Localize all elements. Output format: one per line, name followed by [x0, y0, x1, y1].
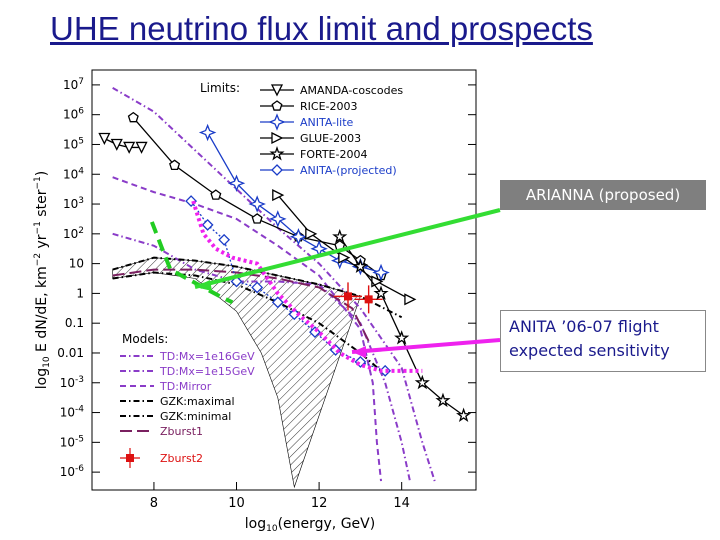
y-tick-label: 106	[63, 107, 84, 122]
zburst2-point	[364, 295, 373, 304]
limit-marker-glue-2003	[404, 293, 417, 306]
model-line-zburst1	[112, 268, 370, 342]
limit-marker-forte-2004	[332, 228, 348, 244]
legend-limit-marker	[268, 113, 286, 131]
legend-limit-label: AMANDA-coscodes	[300, 84, 403, 97]
arianna-callout: ARIANNA (proposed)	[500, 180, 706, 210]
y-tick-label: 102	[63, 226, 84, 241]
limit-marker-amanda-coscodes	[135, 141, 148, 154]
legend-limit-marker	[271, 164, 283, 176]
arianna-arrow	[194, 208, 501, 289]
limit-marker-glue-2003	[272, 189, 285, 202]
y-tick-label: 10-6	[60, 464, 85, 479]
y-tick-label: 10-5	[60, 434, 84, 449]
limit-marker-forte-2004	[414, 374, 430, 390]
legend-model-label: TD:Mx=1e15GeV	[159, 365, 255, 378]
limit-marker-amanda-coscodes	[110, 138, 123, 151]
legend-model-label: GZK:maximal	[160, 395, 235, 408]
x-tick-label: 12	[311, 496, 328, 511]
limit-marker-amanda-coscodes	[123, 141, 136, 154]
legend-models-title: Models:	[122, 332, 168, 346]
y-tick-label: 0.1	[65, 316, 84, 330]
limit-marker-anita-projected	[271, 296, 284, 309]
legend-model-label: Zburst2	[160, 452, 203, 465]
limit-marker-rice-2003	[210, 189, 222, 200]
legend-limit-marker	[271, 100, 283, 111]
limit-marker-amanda-coscodes	[98, 132, 111, 145]
limit-marker-anita-lite	[269, 210, 287, 228]
limit-marker-forte-2004	[373, 285, 389, 300]
limit-marker-anita-lite	[227, 174, 246, 192]
model-line-gzk-minimal	[112, 271, 382, 372]
y-tick-label: 10-3	[60, 375, 84, 390]
limit-marker-forte-2004	[352, 258, 368, 274]
legend-limit-label: FORTE-2004	[300, 148, 367, 161]
overlay-arianna-proposed	[150, 221, 234, 305]
y-tick-label: 105	[63, 136, 84, 151]
limit-marker-forte-2004	[435, 392, 451, 408]
y-tick-label: 104	[63, 166, 84, 181]
legend-model-label: GZK:minimal	[160, 410, 231, 423]
limit-marker-anita-projected	[218, 233, 231, 246]
anita-callout-line2: expected sensitivity	[509, 341, 670, 360]
y-axis-label: log10 E dN/dE, km−2 yr−1 ster−1)	[33, 171, 52, 389]
arianna-arrowhead	[195, 280, 212, 291]
model-line-td-mx-1e15gev	[112, 232, 411, 482]
limit-marker-anita-lite	[289, 228, 308, 246]
limit-marker-anita-projected	[201, 218, 214, 231]
legend-model-marker	[126, 454, 134, 462]
zburst2-point	[344, 292, 352, 301]
x-axis-label: log10(energy, GeV)	[245, 516, 375, 534]
limit-marker-anita-lite	[198, 123, 217, 142]
limit-marker-rice-2003	[251, 213, 263, 224]
x-tick-label: 8	[150, 496, 158, 511]
anita-arrow	[351, 338, 501, 354]
limit-marker-anita-projected	[251, 281, 264, 294]
plot-frame	[91, 69, 477, 491]
limit-marker-anita-lite	[372, 263, 390, 282]
legend-limit-label: ANITA-(projected)	[300, 164, 397, 177]
legend-limits-title: Limits:	[200, 81, 240, 95]
legend-model-label: Zburst1	[160, 425, 203, 438]
legend-limit-label: ANITA-lite	[300, 116, 354, 129]
x-tick-label: 14	[393, 496, 410, 511]
y-tick-label: 0.01	[57, 346, 84, 360]
legend-limit-marker	[269, 146, 285, 161]
overlay-anita-06-07-flight-expected-sensitivity	[191, 200, 423, 373]
anita-callout: ANITA ’06-07 flight expected sensitivity	[500, 310, 706, 372]
limit-marker-forte-2004	[456, 407, 472, 422]
y-tick-label: 1	[76, 286, 84, 300]
y-tick-label: 107	[63, 77, 84, 92]
model-line-td-mx-1e16gev	[112, 87, 436, 482]
limit-marker-anita-lite	[248, 195, 266, 213]
y-tick-label: 103	[63, 196, 84, 211]
limit-marker-rice-2003	[169, 159, 181, 171]
legend-limit-marker	[271, 131, 284, 145]
limit-marker-glue-2003	[305, 227, 318, 240]
y-tick-label: 10-4	[60, 405, 85, 420]
model-line-gzk-maximal	[112, 256, 403, 319]
limit-marker-forte-2004	[394, 330, 410, 345]
limit-marker-glue-2003	[338, 251, 351, 264]
limit-marker-anita-projected	[288, 308, 301, 321]
anita-arrowhead	[352, 346, 366, 358]
anita-callout-line1: ANITA ’06-07 flight	[509, 317, 659, 336]
limit-marker-rice-2003	[127, 111, 139, 123]
limit-line-amanda-coscodes	[104, 137, 142, 149]
legend-limit-label: GLUE-2003	[300, 132, 361, 145]
legend-limit-marker	[270, 84, 284, 97]
slide-title: UHE neutrino flux limit and prospects	[50, 10, 593, 47]
legend-model-label: TD:Mirror	[159, 380, 212, 393]
x-tick-label: 10	[228, 496, 245, 511]
legend-model-label: TD:Mx=1e16GeV	[159, 350, 255, 363]
legend-limit-label: RICE-2003	[300, 100, 357, 113]
y-tick-label: 10	[69, 257, 84, 271]
